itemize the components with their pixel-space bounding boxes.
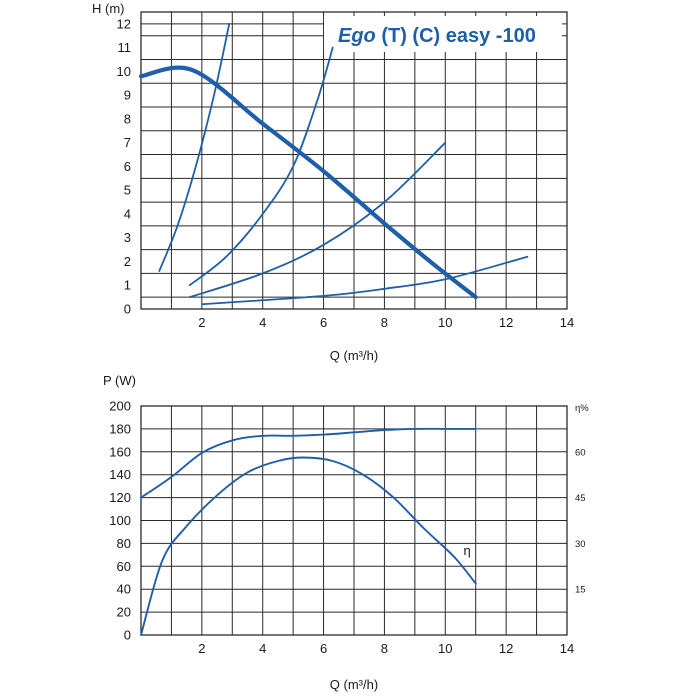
y-tick-label: 20 <box>117 605 131 620</box>
y-axis-label: H (m) <box>92 1 125 16</box>
y-tick-label: 2 <box>124 254 131 269</box>
power-curve-line <box>140 427 477 499</box>
x-tick-label: 6 <box>320 315 327 330</box>
grid <box>141 406 567 635</box>
y-tick-label: 9 <box>124 88 131 103</box>
y2-axis-label: η% <box>575 403 589 414</box>
x-tick-label: 2 <box>198 641 205 656</box>
x-tick-label: 14 <box>560 641 574 656</box>
y-tick-label: 120 <box>109 490 131 505</box>
y2-tick-label: 45 <box>575 493 586 504</box>
system-curve-line-4 <box>201 255 529 306</box>
y-tick-label: 0 <box>124 302 131 317</box>
y2-tick-label: 15 <box>575 585 586 596</box>
y-tick-label: 1 <box>124 278 131 293</box>
y-tick-label: 140 <box>109 467 131 482</box>
y-tick-label: 10 <box>117 64 131 79</box>
y-axis-label: P (W) <box>103 373 136 388</box>
chart-title-brand: Ego <box>338 25 376 47</box>
x-tick-label: 4 <box>259 641 266 656</box>
title-background <box>324 16 562 52</box>
system-curve-line-2 <box>188 46 334 287</box>
y-tick-label: 12 <box>117 16 131 31</box>
chart-title: Ego (T) (C) easy -100 <box>338 25 536 47</box>
plot-frame <box>140 405 568 636</box>
efficiency-annotation: η <box>464 543 471 558</box>
y-tick-label: 4 <box>124 206 131 221</box>
x-tick-label: 14 <box>560 315 574 330</box>
x-tick-label: 8 <box>381 641 388 656</box>
x-tick-label: 12 <box>499 641 513 656</box>
pump-curve-line <box>138 65 478 300</box>
y-tick-label: 7 <box>124 135 131 150</box>
y-tick-label: 5 <box>124 183 131 198</box>
y-tick-label: 160 <box>109 444 131 459</box>
y-tick-label: 40 <box>117 582 131 597</box>
chart-title-rest: (T) (C) easy -100 <box>376 25 536 47</box>
y-tick-label: 3 <box>124 230 131 245</box>
y-tick-label: 100 <box>109 513 131 528</box>
y-tick-label: 60 <box>117 559 131 574</box>
system-curve-line-1 <box>158 23 231 272</box>
efficiency-curve-line <box>140 456 477 636</box>
y-tick-label: 200 <box>109 399 131 414</box>
x-axis-label: Q (m³/h) <box>330 677 378 692</box>
system-curve-line-3 <box>188 141 447 298</box>
y2-tick-label: 60 <box>575 447 586 458</box>
x-axis-label: Q (m³/h) <box>330 348 378 363</box>
x-tick-label: 10 <box>438 641 452 656</box>
y-tick-label: 0 <box>124 628 131 643</box>
plot-frame <box>140 11 568 310</box>
x-tick-label: 8 <box>381 315 388 330</box>
y-tick-label: 11 <box>118 40 132 55</box>
x-tick-label: 12 <box>499 315 513 330</box>
y-tick-label: 8 <box>124 111 131 126</box>
y2-tick-label: 30 <box>575 539 586 550</box>
x-tick-label: 10 <box>438 315 452 330</box>
y-tick-label: 80 <box>117 536 131 551</box>
x-tick-label: 4 <box>259 315 266 330</box>
x-tick-label: 6 <box>320 641 327 656</box>
x-tick-label: 2 <box>198 315 205 330</box>
y-tick-label: 6 <box>124 159 131 174</box>
y-tick-label: 180 <box>109 421 131 436</box>
